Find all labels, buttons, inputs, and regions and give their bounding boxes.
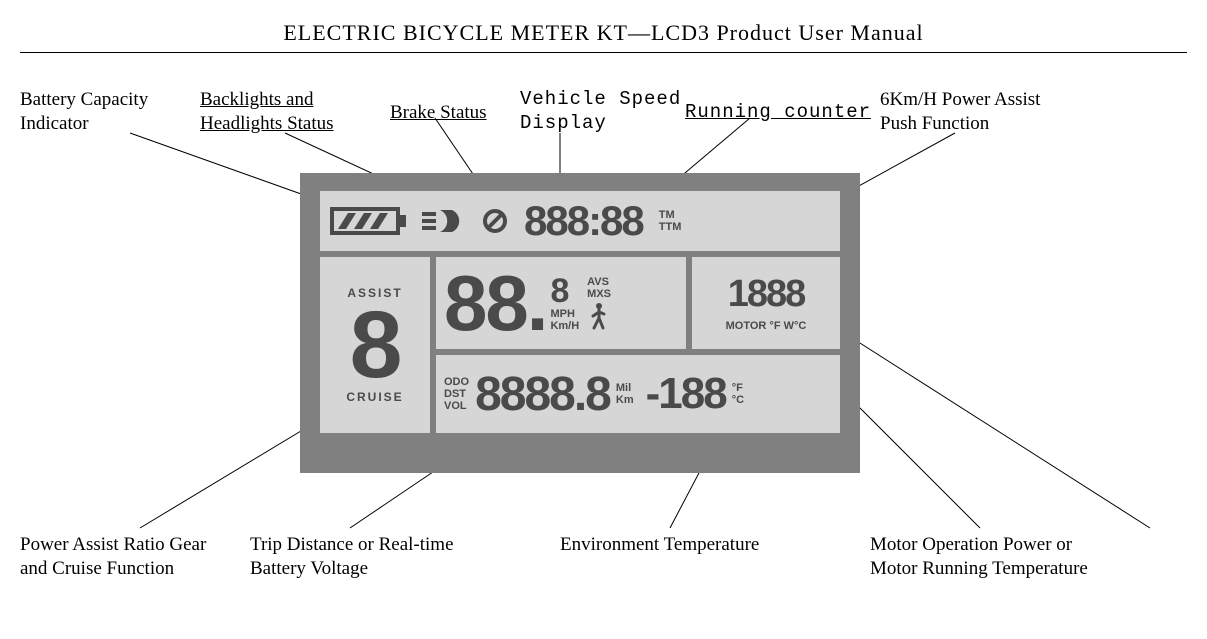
lcd-speed-big: 88. (444, 258, 546, 349)
lcd-vol: VOL (444, 400, 469, 412)
lcd-avs: AVS (587, 276, 611, 288)
lcd-motor-digits: 1888 (728, 273, 805, 316)
lcd-assist-cell: ASSIST 8 CRUISE (320, 257, 430, 433)
label-backlights: Backlights and Headlights Status (200, 88, 334, 136)
label-motor: Motor Operation Power or Motor Running T… (870, 533, 1088, 581)
lcd-mil: Mil (616, 382, 634, 394)
lcd-tm: TM (659, 209, 682, 221)
lcd-dst: DST (444, 388, 469, 400)
lcd-odo-digits: 8888.8 (475, 367, 610, 422)
lcd-assist-digit: 8 (350, 300, 401, 390)
lcd-temp-digits: -188 (646, 369, 726, 419)
lcd-motor-label: MOTOR °F W°C (726, 320, 807, 332)
lcd-ttm: TTM (659, 221, 682, 233)
label-trip: Trip Distance or Real-time Battery Volta… (250, 533, 454, 581)
diagram: Battery Capacity Indicator Backlights an… (20, 83, 1187, 603)
lcd-mph: MPH (550, 308, 574, 320)
battery-icon (330, 203, 410, 239)
lcd-degF: °F (732, 382, 744, 394)
headlight-icon (422, 206, 466, 236)
label-speed: Vehicle Speed Display (520, 88, 681, 136)
page-title: ELECTRIC BICYCLE METER KT—LCD3 Product U… (20, 20, 1187, 53)
label-counter: Running counter (685, 101, 871, 125)
label-brake: Brake Status (390, 101, 487, 125)
lcd-time: 888:88 (524, 197, 643, 245)
lcd-kmh: Km/H (550, 320, 579, 332)
lcd-speed-small: 8 (550, 274, 567, 308)
lcd-cruise-label: CRUISE (346, 390, 403, 404)
lcd-odo-cell: ODO DST VOL 8888.8 Mil Km -188 °F °C (436, 355, 840, 433)
lcd-motor-cell: 1888 MOTOR °F W°C (692, 257, 840, 349)
lcd-odo: ODO (444, 376, 469, 388)
lcd-status-bar: 888:88 TM TTM (320, 191, 840, 251)
walk-icon (587, 302, 607, 330)
lcd-speed-cell: 88. 8 MPH Km/H AVS MXS (436, 257, 686, 349)
label-battery: Battery Capacity Indicator (20, 88, 148, 136)
label-env: Environment Temperature (560, 533, 759, 557)
lcd-degC: °C (732, 394, 744, 406)
label-assist: Power Assist Ratio Gear and Cruise Funct… (20, 533, 206, 581)
brake-icon (478, 206, 512, 236)
lcd-screen: 888:88 TM TTM ASSIST 8 CRUISE 88. 8 MPH … (300, 173, 860, 473)
lcd-mxs: MXS (587, 288, 611, 300)
lcd-km: Km (616, 394, 634, 406)
label-push: 6Km/H Power Assist Push Function (880, 88, 1040, 136)
